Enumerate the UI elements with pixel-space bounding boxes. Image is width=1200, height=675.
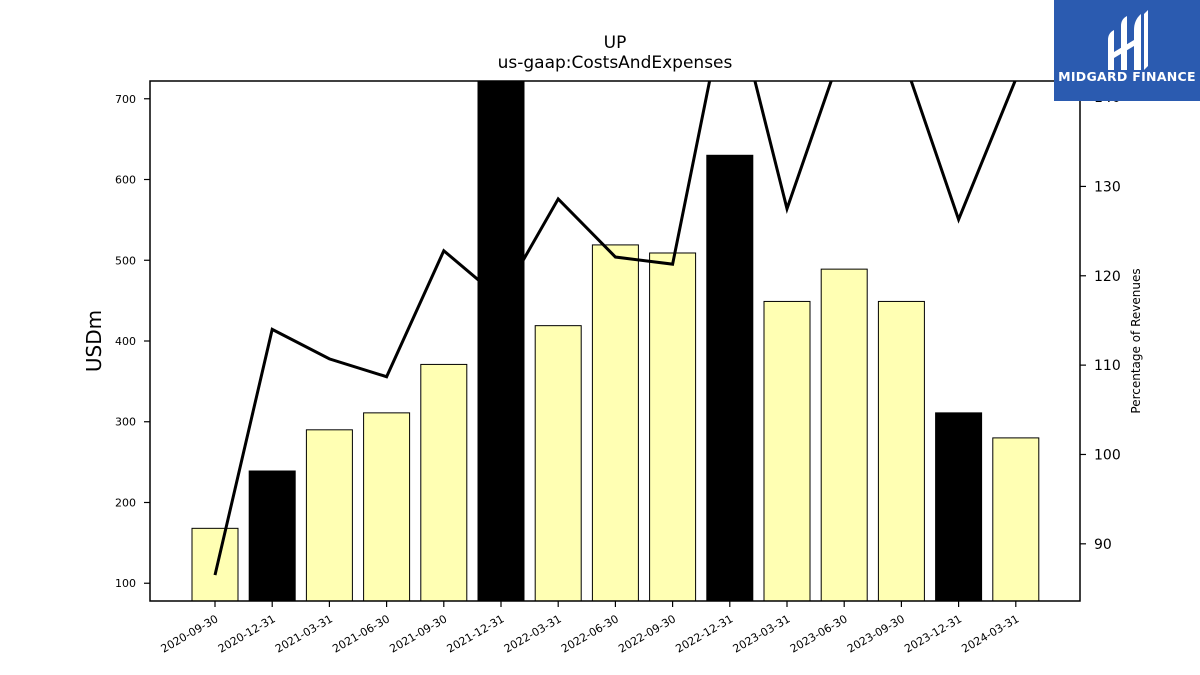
bar — [534, 325, 582, 602]
y-axis-right-label: Percentage of Revenues — [1129, 268, 1143, 413]
y-tick-label: 600 — [115, 174, 136, 187]
midgard-finance-logo-icon — [1108, 10, 1148, 70]
x-tick-label: 2022-09-30 — [616, 612, 678, 655]
x-tick-label: 2021-09-30 — [387, 612, 449, 655]
y-axis-left: 100 200 300 400 500 600 700 — [115, 93, 150, 590]
bar — [591, 244, 639, 602]
y-tick-label: 700 — [115, 93, 136, 106]
bar — [248, 470, 296, 602]
y-tick-label: 200 — [115, 496, 136, 509]
x-tick-label: 2021-12-31 — [445, 612, 507, 655]
x-tick-label: 2021-06-30 — [330, 612, 392, 655]
x-tick-label: 2024-03-31 — [959, 612, 1021, 655]
bar — [420, 363, 468, 602]
chart-subtitle: us-gaap:CostsAndExpenses — [498, 53, 733, 73]
x-tick-label: 2023-09-30 — [845, 612, 907, 655]
bar — [820, 268, 868, 602]
x-tick-label: 2022-12-31 — [673, 612, 735, 655]
y-tick-label: 400 — [115, 335, 136, 348]
x-tick-label: 2020-12-31 — [216, 612, 278, 655]
bar — [992, 437, 1040, 602]
bar — [706, 154, 754, 602]
y-right-tick-label: 130 — [1094, 179, 1121, 195]
chart-title: UP — [604, 33, 627, 53]
bar — [935, 412, 983, 602]
bar — [191, 527, 239, 602]
y-right-tick-label: 110 — [1094, 358, 1121, 374]
bar — [763, 300, 811, 602]
bar — [477, 80, 525, 602]
y-axis-label: USDm — [82, 310, 106, 372]
x-tick-label: 2023-12-31 — [902, 612, 964, 655]
bar — [877, 300, 925, 602]
y-right-tick-label: 100 — [1094, 447, 1121, 463]
y-axis-right: 90100110120130140 — [1080, 90, 1121, 553]
x-tick-label: 2021-03-31 — [273, 612, 335, 655]
y-right-tick-label: 90 — [1094, 537, 1112, 553]
bar — [305, 429, 353, 602]
bar — [363, 412, 411, 602]
line-series — [213, 81, 1017, 576]
series-line — [213, 81, 1017, 576]
x-tick-label: 2022-06-30 — [559, 612, 621, 655]
y-tick-label: 500 — [115, 254, 136, 267]
x-tick-label: 2023-03-31 — [731, 612, 793, 655]
y-tick-label: 100 — [115, 577, 136, 590]
brand-name: MIDGARD FINANCE — [1058, 69, 1196, 84]
x-tick-label: 2020-09-30 — [159, 612, 221, 655]
x-axis: 2020-09-302020-12-312021-03-312021-06-30… — [159, 601, 1021, 656]
bar-series — [191, 80, 1040, 602]
y-right-tick-label: 120 — [1094, 269, 1121, 285]
x-tick-label: 2022-03-31 — [502, 612, 564, 655]
y-tick-label: 300 — [115, 416, 136, 429]
x-tick-label: 2023-06-30 — [788, 612, 850, 655]
brand-logo: MIDGARD FINANCE — [1054, 0, 1200, 101]
bar — [649, 252, 697, 602]
